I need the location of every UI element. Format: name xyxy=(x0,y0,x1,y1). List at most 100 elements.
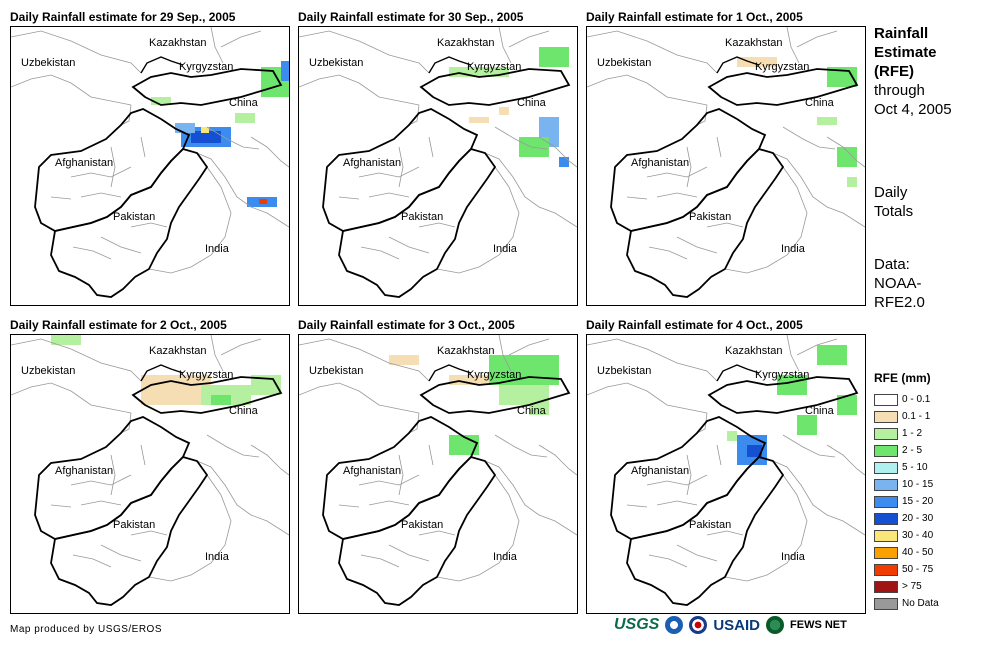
admin-boundary xyxy=(72,246,112,260)
legend-swatch xyxy=(874,546,898,559)
admin-boundary xyxy=(110,146,116,188)
rainfall-patch xyxy=(727,431,737,441)
admin-boundary xyxy=(80,500,122,506)
admin-boundary xyxy=(250,136,289,168)
through-date: Oct 4, 2005 xyxy=(874,101,952,118)
fews-net-logo: FEWS NET xyxy=(790,619,847,631)
rainfall-patch xyxy=(161,385,201,405)
rainfall-patch xyxy=(259,199,267,204)
admin-boundary xyxy=(360,246,400,260)
panel-title: Daily Rainfall estimate for 3 Oct., 2005 xyxy=(298,318,515,332)
pakistan-outline xyxy=(626,147,785,298)
totals-line: Totals xyxy=(874,203,914,220)
admin-boundary xyxy=(656,192,698,198)
admin-boundary xyxy=(140,444,146,466)
sidebar-title: Rainfall Estimate (RFE) through Oct 4, 2… xyxy=(874,24,952,119)
rainfall-patch xyxy=(389,355,419,365)
country-label-china: China xyxy=(517,405,546,417)
country-label-afghanistan: Afghanistan xyxy=(55,157,114,169)
rainfall-map: Kazakhstan Uzbekistan Kyrgyzstan China Afgha… xyxy=(586,26,866,306)
legend-rows: 0 - 0.1 0.1 - 1 1 - 2 2 - 5 5 - 10 10 - 15 15 … xyxy=(874,391,939,612)
admin-boundary xyxy=(538,136,577,168)
country-label-kazakhstan: Kazakhstan xyxy=(437,37,495,49)
panel-title: Daily Rainfall estimate for 1 Oct., 2005 xyxy=(586,10,803,24)
legend-swatch xyxy=(874,461,898,474)
admin-boundary xyxy=(70,166,132,178)
admin-boundary xyxy=(706,222,744,228)
admin-boundary xyxy=(648,554,688,568)
panel-3: Daily Rainfall estimate for 2 Oct., 2005… xyxy=(10,316,290,614)
admin-boundary xyxy=(428,136,434,158)
admin-boundary xyxy=(686,454,692,496)
admin-boundary xyxy=(696,104,708,126)
admin-boundary xyxy=(826,136,865,168)
legend-swatch xyxy=(874,512,898,525)
usaid-logo: USAID xyxy=(713,616,761,634)
country-label-pakistan: Pakistan xyxy=(113,211,156,223)
map-credit: Map produced by USGS/EROS xyxy=(10,624,163,635)
admin-boundary xyxy=(418,222,456,228)
admin-boundary xyxy=(686,146,692,188)
logo-strip: USGS USAID FEWS NET xyxy=(614,616,847,634)
panel-1: Daily Rainfall estimate for 30 Sep., 200… xyxy=(298,8,578,306)
legend-swatch xyxy=(874,393,898,406)
admin-boundary xyxy=(418,530,456,536)
legend-label: 1 - 2 xyxy=(902,428,923,439)
country-label-uzbekistan: Uzbekistan xyxy=(309,365,364,377)
admin-boundary xyxy=(220,338,262,356)
legend-label: 20 - 30 xyxy=(902,513,934,524)
panel-title: Daily Rainfall estimate for 30 Sep., 200… xyxy=(298,10,524,24)
rainfall-patch xyxy=(539,47,569,67)
admin-boundary xyxy=(706,530,744,536)
legend-label: 10 - 15 xyxy=(902,479,934,490)
admin-boundary xyxy=(70,474,132,486)
legend-swatch xyxy=(874,495,898,508)
country-label-kyrgyzstan: Kyrgyzstan xyxy=(755,61,810,73)
admin-boundary xyxy=(724,166,808,274)
country-label-pakistan: Pakistan xyxy=(689,519,732,531)
legend-item: 10 - 15 xyxy=(874,476,939,493)
admin-boundary xyxy=(11,382,132,414)
title-line: Rainfall xyxy=(874,25,929,42)
admin-boundary xyxy=(782,126,836,150)
admin-boundary xyxy=(408,412,420,434)
rainfall-patch xyxy=(499,385,549,405)
admin-boundary xyxy=(508,338,550,356)
rainfall-map: Kazakhstan Uzbekistan Kyrgyzstan China Afgha… xyxy=(10,26,290,306)
panel-5: Daily Rainfall estimate for 4 Oct., 2005… xyxy=(586,316,866,614)
legend-item: 15 - 20 xyxy=(874,493,939,510)
rainfall-patch xyxy=(737,57,777,67)
admin-boundary xyxy=(786,27,800,64)
country-label-kazakhstan: Kazakhstan xyxy=(725,37,783,49)
admin-boundary xyxy=(220,30,262,48)
admin-boundary xyxy=(368,500,410,506)
admin-boundary xyxy=(299,74,420,106)
legend-item: 20 - 30 xyxy=(874,510,939,527)
legend-swatch xyxy=(874,410,898,423)
country-label-afghanistan: Afghanistan xyxy=(343,157,402,169)
country-label-china: China xyxy=(805,97,834,109)
legend-swatch xyxy=(874,563,898,576)
legend-label: 2 - 5 xyxy=(902,445,923,456)
admin-boundary xyxy=(11,74,132,106)
rainfall-patch xyxy=(817,345,847,365)
rainfall-patch xyxy=(175,123,195,133)
noaa-logo-icon xyxy=(665,616,684,634)
country-label-china: China xyxy=(229,405,258,417)
country-label-afghanistan: Afghanistan xyxy=(631,157,690,169)
country-label-india: India xyxy=(493,551,517,563)
country-label-uzbekistan: Uzbekistan xyxy=(597,365,652,377)
country-label-india: India xyxy=(493,243,517,255)
country-label-afghanistan: Afghanistan xyxy=(631,465,690,477)
admin-boundary xyxy=(299,30,430,74)
admin-boundary xyxy=(360,554,400,568)
legend-item: 50 - 75 xyxy=(874,561,939,578)
rainfall-patch xyxy=(211,395,231,405)
admin-boundary xyxy=(206,126,260,150)
rainfall-map: Kazakhstan Uzbekistan Kyrgyzstan China Afgha… xyxy=(586,334,866,614)
pakistan-outline xyxy=(338,147,497,298)
country-label-pakistan: Pakistan xyxy=(689,211,732,223)
kazakhstan-border xyxy=(428,56,472,74)
rainfall-patch xyxy=(449,375,489,385)
country-label-kyrgyzstan: Kyrgyzstan xyxy=(179,61,234,73)
